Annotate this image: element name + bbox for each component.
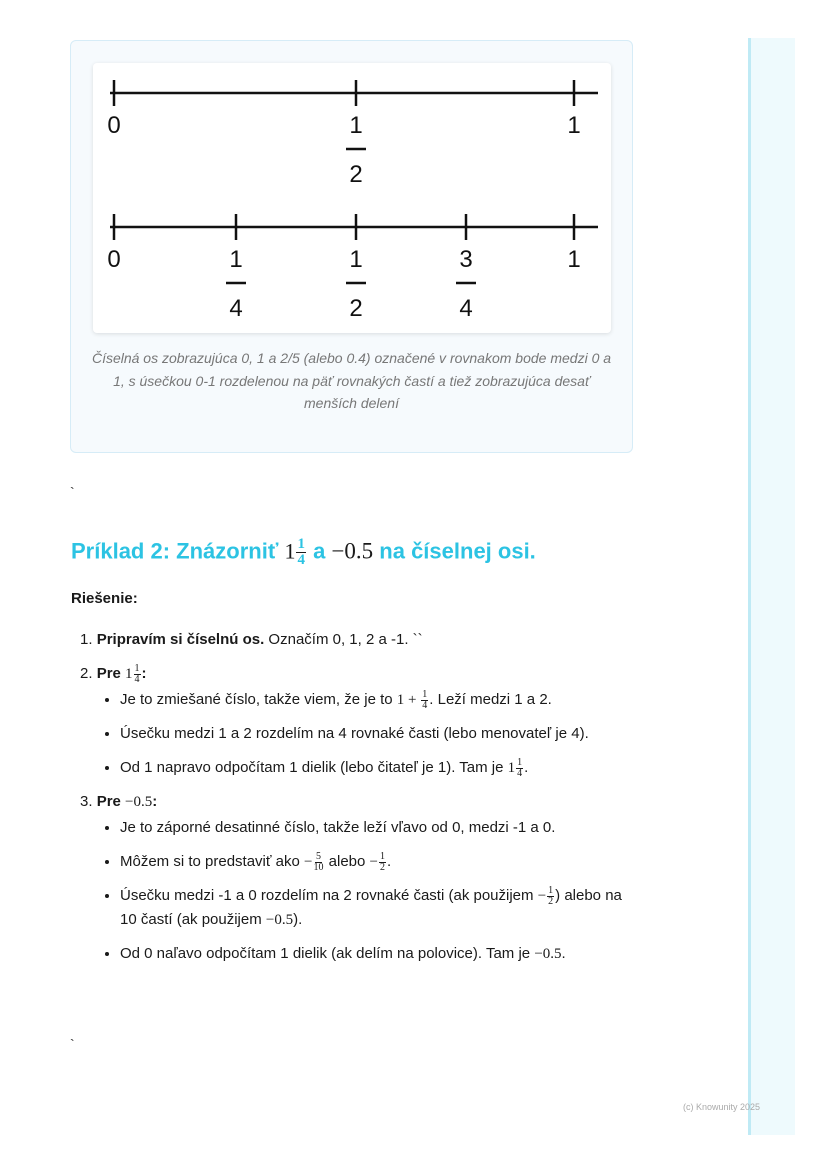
denominator: 2 xyxy=(548,895,554,907)
numerator: 1 xyxy=(547,884,555,897)
tick-label-den: 4 xyxy=(229,295,242,322)
number-line-figure: 0 1 2 1 0 1 4 1 2 3 4 1 xyxy=(93,63,611,333)
text: . xyxy=(561,945,566,962)
heading-text: na číselnej osi. xyxy=(373,538,536,564)
tick-label-num: 3 xyxy=(459,246,472,273)
text: Od 1 napravo odpočítam 1 dielik (lebo či… xyxy=(120,759,508,776)
math: −0.5 xyxy=(534,946,562,962)
numerator: 1 xyxy=(421,688,429,701)
step-2: 2. Pre 114: Je to zmiešané číslo, takže … xyxy=(80,662,640,780)
figure-caption: Číselná os zobrazujúca 0, 1 a 2/5 (alebo… xyxy=(91,350,612,411)
step-title: Pre xyxy=(96,665,126,682)
step-title: Pre xyxy=(96,793,126,810)
math: 1 xyxy=(284,538,296,564)
heading-text: Príklad 2: Znázorniť xyxy=(71,538,285,564)
bullet: Je to zmiešané číslo, takže viem, že je … xyxy=(120,688,640,712)
solution-label: Riešenie: xyxy=(71,590,138,607)
math: − xyxy=(537,888,547,904)
denominator: 4 xyxy=(134,673,140,685)
bullet: Úsečku medzi 1 a 2 rozdelím na 4 rovnaké… xyxy=(120,722,640,746)
text: ). xyxy=(293,911,303,928)
bullet: Úsečku medzi -1 a 0 rozdelím na 2 rovnak… xyxy=(120,884,640,932)
steps-list: 1. Pripravím si číselnú os. Označím 0, 1… xyxy=(80,628,640,976)
step-3: 3. Pre −0.5: Je to záporné desatinné čís… xyxy=(80,790,640,966)
text: . Leží medzi 1 a 2. xyxy=(429,691,552,708)
denominator: 2 xyxy=(380,861,386,873)
tick-label: 0 xyxy=(107,246,120,273)
tick-label-num: 1 xyxy=(349,246,362,273)
tick-label: 1 xyxy=(567,246,580,273)
text: Je to zmiešané číslo, takže viem, že je … xyxy=(120,691,397,708)
denominator: 10 xyxy=(313,861,324,873)
numerator: 1 xyxy=(296,536,306,553)
tick-label-num: 1 xyxy=(349,112,362,139)
step-title: Pripravím si číselnú os. xyxy=(96,631,265,648)
figure-card: 0 1 2 1 0 1 4 1 2 3 4 1 Číselná os zobra… xyxy=(70,40,633,453)
text: . xyxy=(524,759,529,776)
text: ) alebo na 10 častí (ak použijem xyxy=(120,887,622,928)
step-1: 1. Pripravím si číselnú os. Označím 0, 1… xyxy=(80,628,640,652)
math: −0.5 xyxy=(331,538,374,564)
colon: : xyxy=(152,793,158,810)
right-sidebar-panel xyxy=(748,38,795,1135)
tick-label-num: 1 xyxy=(229,246,242,273)
tick-label: 0 xyxy=(107,112,120,139)
bullet: Od 0 naľavo odpočítam 1 dielik (ak delím… xyxy=(120,942,640,966)
colon: : xyxy=(141,665,147,682)
numerator: 1 xyxy=(516,756,524,769)
tick-label-den: 4 xyxy=(459,295,472,322)
math: − xyxy=(369,854,379,870)
math: 1 xyxy=(507,760,516,776)
math: − xyxy=(304,854,313,870)
step-number: 2. xyxy=(80,665,93,682)
bullet: Je to záporné desatinné číslo, takže lež… xyxy=(120,816,640,840)
tick-label: 1 xyxy=(567,112,580,139)
math: −0.5 xyxy=(265,912,294,928)
denominator: 4 xyxy=(297,552,305,568)
math: 1 + xyxy=(396,692,421,708)
copyright-footer: (c) Knowunity 2025 xyxy=(683,1102,761,1112)
step-number: 1. xyxy=(80,631,93,648)
text: Od 0 naľavo odpočítam 1 dielik (ak delím… xyxy=(120,945,535,962)
math: 1 xyxy=(125,666,133,682)
tick-label-den: 2 xyxy=(349,161,362,188)
stray-backtick: ` xyxy=(70,1036,75,1052)
numerator: 5 xyxy=(315,850,322,863)
text: . xyxy=(387,853,392,870)
fraction: 5 10 xyxy=(313,850,324,873)
text: Môžem si to predstaviť ako xyxy=(120,853,305,870)
heading-text: a xyxy=(306,538,332,564)
text: Úsečku medzi -1 a 0 rozdelím na 2 rovnak… xyxy=(120,887,538,904)
number-lines-svg: 0 1 2 1 0 1 4 1 2 3 4 1 xyxy=(107,80,598,322)
bullet: Môžem si to predstaviť ako −510 alebo −1… xyxy=(120,850,640,874)
numerator: 1 xyxy=(133,662,141,675)
text: alebo xyxy=(324,853,370,870)
math: −0.5 xyxy=(125,794,153,810)
tick-label-den: 2 xyxy=(349,295,362,322)
bullet: Od 1 napravo odpočítam 1 dielik (lebo či… xyxy=(120,756,640,780)
step-text: Označím 0, 1, 2 a -1. `` xyxy=(264,631,423,648)
step-number: 3. xyxy=(80,793,93,810)
denominator: 4 xyxy=(517,767,523,779)
denominator: 4 xyxy=(422,699,428,711)
stray-backtick: ` xyxy=(70,484,75,500)
numerator: 1 xyxy=(379,850,387,863)
